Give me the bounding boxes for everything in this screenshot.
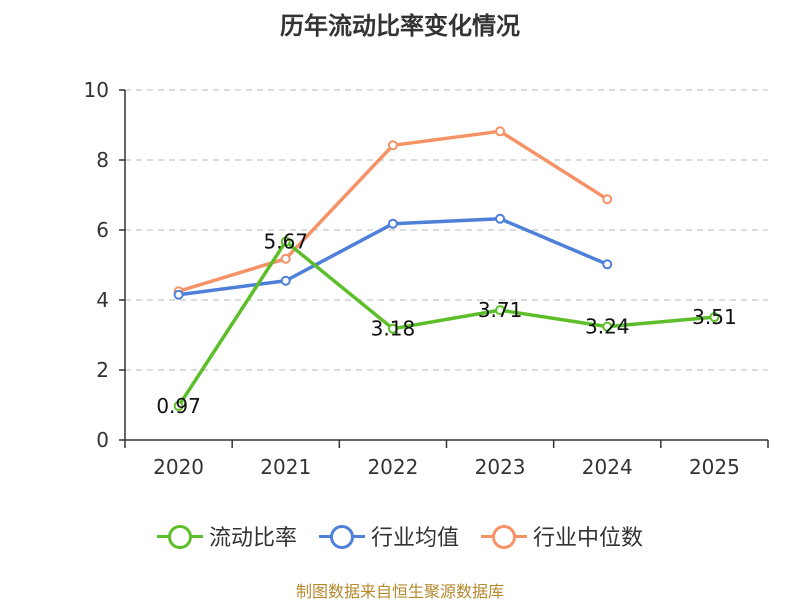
y-tick-label: 10	[84, 78, 109, 102]
source-note: 制图数据来自恒生聚源数据库	[295, 582, 504, 601]
data-label: 5.67	[263, 230, 308, 254]
grid-lines	[125, 89, 768, 371]
data-label: 3.71	[478, 298, 523, 322]
data-point	[709, 312, 720, 323]
series-lines	[177, 129, 715, 408]
y-tick-label: 2	[96, 358, 109, 382]
y-tick-label: 8	[96, 148, 109, 172]
data-point	[173, 401, 184, 412]
series-line-0	[177, 239, 715, 408]
y-axis-ticks: 0 2 4 6 8 10	[84, 78, 125, 452]
x-tick-label: 2023	[475, 455, 526, 479]
legend-marker-industry-mean	[318, 523, 365, 549]
series-line-2	[178, 129, 609, 293]
data-point	[602, 194, 613, 205]
legend-marker-current-ratio	[156, 523, 203, 549]
data-point	[495, 126, 506, 137]
legend: 流动比率 行业均值 行业中位数	[0, 520, 800, 552]
data-point	[387, 140, 398, 151]
data-point	[387, 323, 398, 334]
chart-title: 历年流动比率变化情况	[280, 12, 520, 40]
data-labels: 0.97 5.67 3.18 3.71 3.24 3.51	[156, 230, 736, 418]
legend-label-industry-median: 行业中位数	[533, 526, 644, 551]
axes	[124, 90, 768, 441]
x-tick-label: 2024	[582, 455, 633, 479]
data-point	[280, 275, 291, 286]
data-point	[495, 305, 506, 316]
data-point	[173, 289, 184, 300]
series-points	[173, 126, 720, 412]
x-axis-ticks: 2020 2021 2022 2023 2024 2025	[124, 440, 769, 479]
y-tick-label: 6	[96, 218, 109, 242]
legend-label-current-ratio: 流动比率	[208, 526, 297, 551]
data-point	[280, 236, 291, 247]
legend-item-current-ratio[interactable]: 流动比率	[156, 520, 297, 552]
legend-item-industry-median[interactable]: 行业中位数	[481, 520, 643, 552]
data-label: 3.51	[692, 305, 737, 329]
y-tick-label: 0	[96, 428, 109, 452]
data-label: 0.97	[156, 394, 201, 418]
legend-marker-industry-median	[481, 523, 527, 549]
data-label: 3.24	[585, 315, 630, 339]
data-point	[280, 253, 291, 264]
x-tick-label: 2022	[367, 455, 418, 479]
data-label: 3.18	[371, 317, 416, 341]
legend-item-industry-mean[interactable]: 行业均值	[318, 520, 459, 552]
data-point	[602, 259, 613, 270]
legend-label-industry-mean: 行业均值	[370, 526, 459, 551]
data-point	[495, 213, 506, 224]
x-tick-label: 2025	[689, 455, 740, 479]
data-point	[602, 321, 613, 332]
x-tick-label: 2020	[153, 455, 204, 479]
y-tick-label: 4	[96, 288, 109, 312]
x-tick-label: 2021	[260, 455, 311, 479]
data-point	[387, 218, 398, 229]
